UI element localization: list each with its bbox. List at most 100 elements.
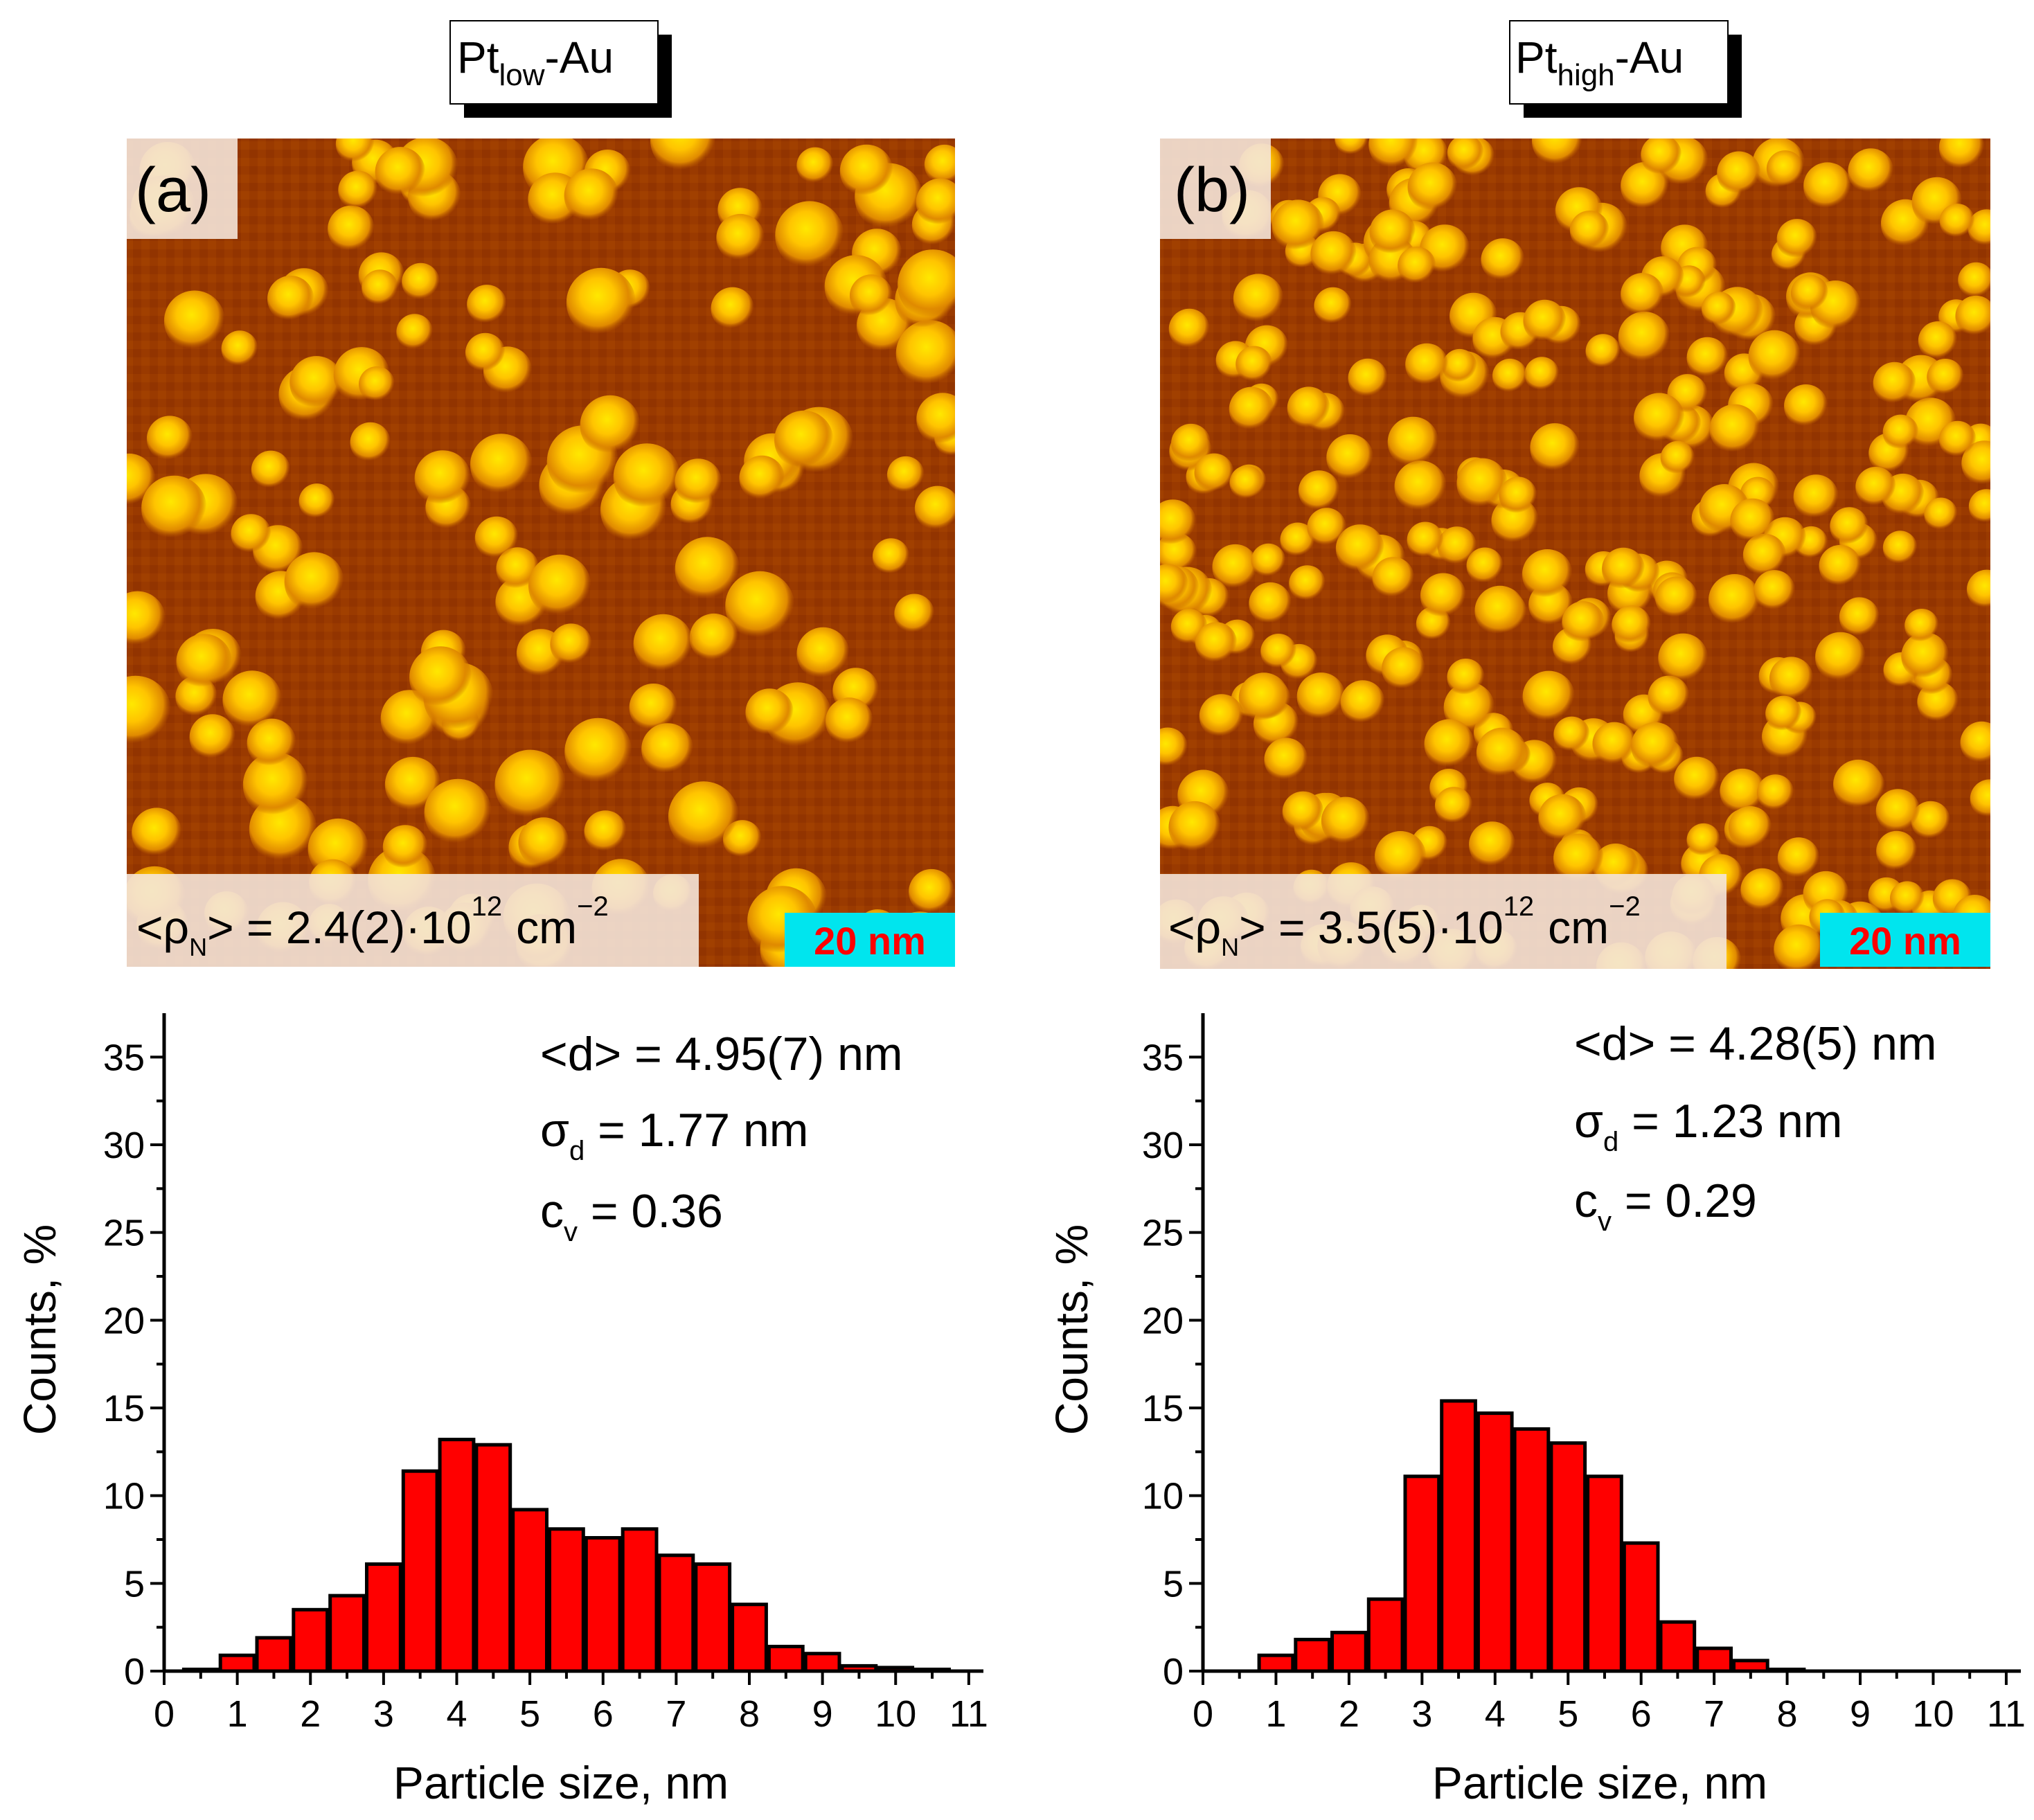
- afm-b-particle: [1492, 358, 1528, 394]
- afm-a-particle: [384, 756, 441, 813]
- afm-b-particle: [1686, 823, 1721, 857]
- afm-b-particle: [1321, 796, 1371, 846]
- afm-b-particle: [1199, 694, 1244, 739]
- afm-b-particle: [1774, 924, 1824, 969]
- afm-a-particle: [796, 627, 850, 681]
- afm-b-particle: [1235, 346, 1273, 383]
- afm-a-particle: [650, 139, 717, 173]
- panel-a-title-sub: low: [499, 58, 544, 92]
- afm-b-particle: [1875, 789, 1920, 834]
- histogram-a-y-tick-label: 15: [103, 1388, 145, 1429]
- afm-b-particle: [1160, 499, 1197, 546]
- afm-a-particle: [629, 684, 678, 732]
- afm-b-particle: [1538, 794, 1587, 843]
- panel-a-scalebar: 20 nm: [814, 919, 926, 963]
- afm-b-particle: [1754, 570, 1796, 612]
- histogram-b-y-tick-label: 35: [1142, 1037, 1184, 1078]
- afm-b-particle: [1420, 573, 1466, 619]
- afm-a-particle: [580, 395, 641, 456]
- histogram-a-x-tick-label: 4: [446, 1693, 467, 1735]
- afm-b-particle: [1569, 211, 1609, 250]
- afm-b-particle: [1553, 716, 1590, 753]
- histogram-a-y-tick-label: 20: [103, 1300, 145, 1341]
- histogram-a-bar: [255, 1636, 293, 1673]
- histogram-b-bar: [1659, 1620, 1697, 1673]
- histogram-a-y-tick-label: 35: [103, 1037, 145, 1078]
- afm-a-particle: [328, 205, 375, 253]
- histogram-b-x-tick-label: 4: [1485, 1693, 1506, 1735]
- afm-a-particle: [839, 144, 893, 198]
- afm-a-particle: [898, 249, 955, 321]
- afm-b-particle: [1876, 830, 1918, 872]
- afm-b-particle: [1287, 386, 1330, 430]
- afm-a-particle: [465, 332, 506, 373]
- histogram-b-bar: [1440, 1399, 1477, 1673]
- afm-b-particle: [1730, 498, 1775, 544]
- afm-b-particle: [1481, 238, 1525, 283]
- histogram-b-bar: [1330, 1630, 1368, 1673]
- afm-a-particle: [338, 170, 378, 211]
- afm-a-particle: [163, 290, 225, 352]
- afm-b-particle: [1621, 273, 1664, 316]
- afm-a-particle: [675, 537, 740, 602]
- histogram-b: 0 1 2 3 4 5 6 7 8 9 10 11 0 5 10 15 20 25 30 35 Particle si…: [1046, 1013, 2026, 1808]
- afm-a-particle: [916, 393, 955, 446]
- histogram-a-bar: [731, 1603, 768, 1673]
- afm-b-particle: [1168, 308, 1210, 350]
- afm-a-particle: [916, 178, 955, 227]
- afm-b-particle: [1171, 423, 1211, 464]
- afm-a-particle: [189, 714, 236, 760]
- afm-b-particle: [1709, 404, 1760, 455]
- afm-a-particle: [289, 356, 344, 410]
- afm-b-particle: [1407, 162, 1458, 213]
- histogram-a-x-tick-label: 0: [154, 1693, 175, 1735]
- afm-a-particle: [396, 314, 434, 350]
- afm-b-particle: [1765, 695, 1802, 733]
- afm-b-particle: [1233, 274, 1284, 325]
- afm-b-particle: [1833, 759, 1884, 810]
- afm-b-particle: [1641, 139, 1682, 176]
- histogram-a-bar: [621, 1527, 659, 1673]
- panel-a-title-base: Pt: [457, 33, 499, 82]
- histogram-b-x-tick-label: 6: [1631, 1693, 1652, 1735]
- afm-a-particle: [382, 825, 428, 871]
- panel-a-density: <ρN> = 2.4(2)·1012 cm−2: [136, 891, 609, 961]
- histogram-a-x-tick-label: 5: [519, 1693, 540, 1735]
- afm-a-particle: [711, 287, 754, 330]
- histogram-a-mean: <d> = 4.95(7) nm: [540, 1028, 903, 1080]
- histogram-a-bar: [584, 1536, 622, 1673]
- afm-a-particle: [668, 781, 739, 853]
- panel-b-title-suffix: -Au: [1615, 33, 1684, 82]
- panel-a-scalebar-box: [785, 913, 955, 967]
- afm-b-particle: [1873, 362, 1916, 405]
- afm-b-particle: [1314, 287, 1353, 325]
- afm-b-particle: [1766, 150, 1804, 188]
- histogram-a-bar: [511, 1508, 549, 1673]
- histogram-a-bar: [803, 1652, 841, 1673]
- histogram-b-bar: [1366, 1597, 1404, 1673]
- afm-b-particle: [1562, 601, 1605, 644]
- histogram-b-axes: 0 1 2 3 4 5 6 7 8 9 10 11 0 5 10 15 20 25 30 35: [1142, 1013, 2026, 1735]
- afm-a-particle: [774, 410, 834, 470]
- afm-b-particle: [1369, 209, 1416, 256]
- histogram-a-xlabel: Particle size, nm: [393, 1757, 729, 1808]
- afm-b-particle: [1326, 434, 1374, 481]
- afm-a-particle: [924, 144, 955, 186]
- panel-b-scalebar: 20 nm: [1849, 919, 1961, 963]
- panel-b-title-base: Pt: [1515, 33, 1558, 82]
- afm-b-particle: [1720, 768, 1765, 814]
- afm-b-particle: [1918, 321, 1958, 361]
- afm-b-particle: [1387, 416, 1439, 468]
- afm-a-particle: [564, 168, 619, 224]
- histogram-a-x-tick-label: 2: [300, 1693, 321, 1735]
- histogram-b-xlabel: Particle size, nm: [1432, 1757, 1767, 1808]
- histogram-a-bar: [218, 1653, 256, 1673]
- histogram-a: 0 1 2 3 4 5 6 7 8 9 10 11 0 5 10 15 20 25 30 35 Particle si…: [14, 1013, 988, 1808]
- afm-a-particle: [132, 808, 182, 858]
- histogram-b-x-tick-label: 7: [1704, 1693, 1724, 1735]
- afm-a-particle: [914, 485, 955, 532]
- afm-a-particle: [518, 817, 569, 868]
- afm-a-particle: [716, 213, 765, 262]
- afm-b-particle: [1296, 672, 1346, 722]
- afm-b-particle: [1260, 634, 1297, 670]
